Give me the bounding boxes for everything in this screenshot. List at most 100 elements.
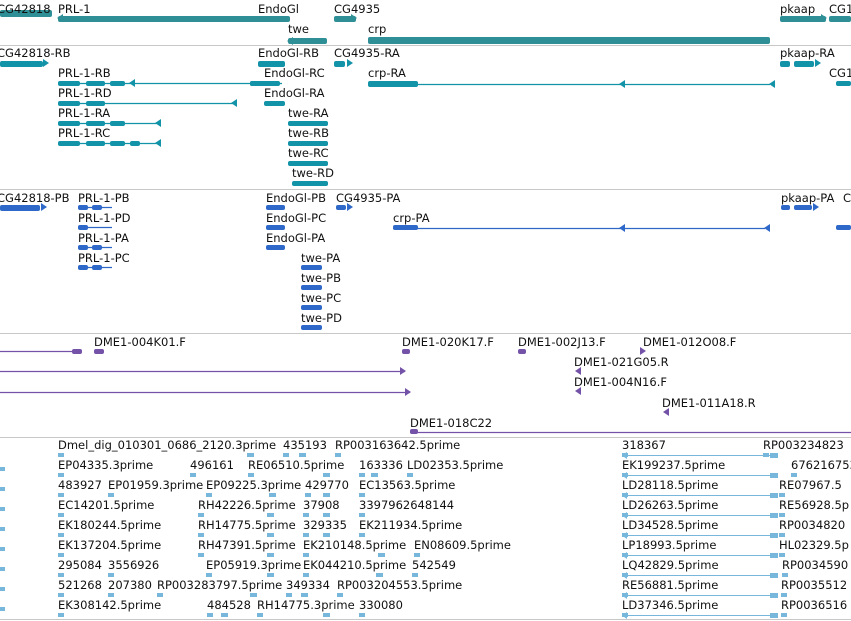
est-feature[interactable] bbox=[58, 473, 64, 477]
est-label[interactable]: EC14201.5prime bbox=[58, 498, 154, 512]
est-feature[interactable] bbox=[414, 553, 420, 557]
pkaap-ra-label[interactable]: pkaap-RA bbox=[780, 46, 835, 60]
est-feature[interactable] bbox=[305, 493, 311, 497]
cg4935-pa-label[interactable]: CG4935-PA bbox=[336, 191, 401, 205]
est-label[interactable]: RP003204553.5prime bbox=[337, 578, 462, 592]
cg1-exon[interactable] bbox=[836, 225, 851, 230]
est-label[interactable]: RP0034820 bbox=[779, 518, 845, 532]
twe-exon[interactable] bbox=[288, 38, 327, 44]
endogl-pb-label[interactable]: EndoGl-PB bbox=[266, 191, 326, 205]
est-feature[interactable] bbox=[198, 553, 204, 557]
est-feature[interactable] bbox=[371, 473, 378, 477]
endogl-pa-exon[interactable] bbox=[266, 245, 285, 250]
est-label[interactable]: HL02329.5p bbox=[779, 538, 849, 552]
est-feature[interactable] bbox=[286, 593, 292, 597]
est-label[interactable]: 318367 bbox=[622, 438, 666, 452]
cg1-label[interactable]: CG1 bbox=[829, 66, 851, 80]
est-feature[interactable] bbox=[247, 453, 254, 457]
pkaap-exon[interactable] bbox=[780, 16, 826, 22]
pkaap-label[interactable]: pkaap bbox=[780, 2, 815, 16]
est-feature[interactable] bbox=[359, 613, 365, 617]
dme1-018c22-label[interactable]: DME1-018C22 bbox=[410, 416, 492, 430]
prl-1-rb-label[interactable]: PRL-1-RB bbox=[58, 66, 111, 80]
twe-pb-exon[interactable] bbox=[301, 285, 322, 290]
est-feature[interactable] bbox=[58, 453, 64, 457]
cg42818-exon[interactable] bbox=[0, 10, 52, 17]
endogl-pb-exon[interactable] bbox=[266, 205, 285, 210]
cg4935-ra-exon[interactable] bbox=[334, 61, 345, 67]
prl-1-exon[interactable] bbox=[58, 16, 290, 22]
est-feature[interactable] bbox=[770, 453, 778, 458]
est-label[interactable]: LD28118.5prime bbox=[622, 478, 718, 492]
est-label[interactable]: 329335 bbox=[303, 518, 347, 532]
cg1-exon[interactable] bbox=[836, 81, 851, 86]
est-feature[interactable] bbox=[770, 573, 778, 578]
est-feature[interactable] bbox=[779, 553, 785, 557]
est-label[interactable]: RH14775.5prime bbox=[198, 518, 296, 532]
cg42818-pb-exon[interactable] bbox=[0, 205, 40, 211]
est-label[interactable]: 435193 bbox=[283, 438, 327, 452]
est-feature[interactable] bbox=[207, 613, 213, 617]
dme1-021g05-r-label[interactable]: DME1-021G05.R bbox=[574, 355, 669, 369]
twe-pc-exon[interactable] bbox=[301, 305, 322, 310]
est-feature[interactable] bbox=[157, 593, 163, 597]
est-label[interactable]: RE56928.5p bbox=[779, 498, 849, 512]
prl-1-ra-exon[interactable] bbox=[110, 121, 125, 126]
twe-ra-label[interactable]: twe-RA bbox=[288, 106, 329, 120]
est-feature[interactable] bbox=[770, 493, 778, 498]
cg42818-rb-exon[interactable] bbox=[0, 61, 43, 67]
est-label[interactable]: LP18993.5prime bbox=[622, 538, 716, 552]
prl-1-rc-label[interactable]: PRL-1-RC bbox=[58, 126, 110, 140]
est-label[interactable]: EC13563.5prime bbox=[359, 478, 455, 492]
feature-exon[interactable] bbox=[72, 349, 82, 354]
twe-rc-exon[interactable] bbox=[288, 161, 328, 166]
est-feature[interactable] bbox=[267, 553, 274, 557]
est-feature[interactable] bbox=[781, 613, 787, 617]
est-feature[interactable] bbox=[190, 473, 196, 477]
est-feature[interactable] bbox=[303, 513, 309, 517]
crp-pa-exon[interactable] bbox=[393, 225, 418, 230]
est-feature[interactable] bbox=[779, 513, 785, 517]
est-feature[interactable] bbox=[412, 573, 418, 577]
est-feature[interactable] bbox=[299, 453, 306, 457]
crp-label[interactable]: crp bbox=[368, 22, 386, 36]
est-label[interactable]: RP003283797.5prime bbox=[157, 578, 282, 592]
dme1-004k01-f-label[interactable]: DME1-004K01.F bbox=[94, 335, 186, 349]
est-feature[interactable] bbox=[0, 587, 5, 591]
cg1-label[interactable]: CG1 bbox=[843, 191, 851, 205]
est-label[interactable]: 521268 bbox=[58, 578, 102, 592]
twe-pb-label[interactable]: twe-PB bbox=[301, 271, 341, 285]
prl-1-ra-exon[interactable] bbox=[86, 121, 105, 126]
dme1-002j13-f-exon[interactable] bbox=[518, 349, 526, 354]
est-label[interactable]: RE06510.5prime bbox=[248, 458, 344, 472]
endogl-ra-label[interactable]: EndoGl-RA bbox=[264, 86, 325, 100]
est-feature[interactable] bbox=[301, 593, 308, 597]
est-label[interactable]: 349334 bbox=[286, 578, 330, 592]
est-label[interactable]: RH42226.5prime bbox=[198, 498, 296, 512]
cg42818-pb-label[interactable]: CG42818-PB bbox=[0, 191, 70, 205]
est-label[interactable]: RP0036516 bbox=[781, 598, 847, 612]
twe-rd-label[interactable]: twe-RD bbox=[292, 166, 334, 180]
est-label[interactable]: RP003234823 bbox=[763, 438, 844, 452]
est-feature[interactable] bbox=[58, 573, 64, 577]
est-feature[interactable] bbox=[323, 513, 330, 517]
est-feature[interactable] bbox=[323, 473, 330, 477]
est-feature[interactable] bbox=[206, 493, 212, 497]
est-feature[interactable] bbox=[0, 527, 5, 531]
est-feature[interactable] bbox=[770, 513, 778, 518]
est-label[interactable]: EK210148.5prime bbox=[303, 538, 406, 552]
twe-rb-label[interactable]: twe-RB bbox=[288, 126, 329, 140]
est-label[interactable]: 3397962648144 bbox=[359, 498, 454, 512]
prl-1-rc-exon[interactable] bbox=[110, 141, 125, 146]
dme1-011a18-r-label[interactable]: DME1-011A18.R bbox=[662, 396, 756, 410]
est-feature[interactable] bbox=[376, 573, 383, 577]
est-label[interactable]: RE56881.5prime bbox=[622, 578, 718, 592]
est-feature[interactable] bbox=[269, 493, 276, 497]
est-label[interactable]: EP01959.3prime bbox=[108, 478, 203, 492]
est-feature[interactable] bbox=[267, 533, 274, 537]
est-feature[interactable] bbox=[359, 493, 365, 497]
prl-1-rd-exon[interactable] bbox=[86, 101, 105, 106]
dme1-020k17-f-exon[interactable] bbox=[402, 349, 410, 354]
est-feature[interactable] bbox=[323, 533, 330, 537]
endogl-ra-exon[interactable] bbox=[264, 101, 285, 106]
